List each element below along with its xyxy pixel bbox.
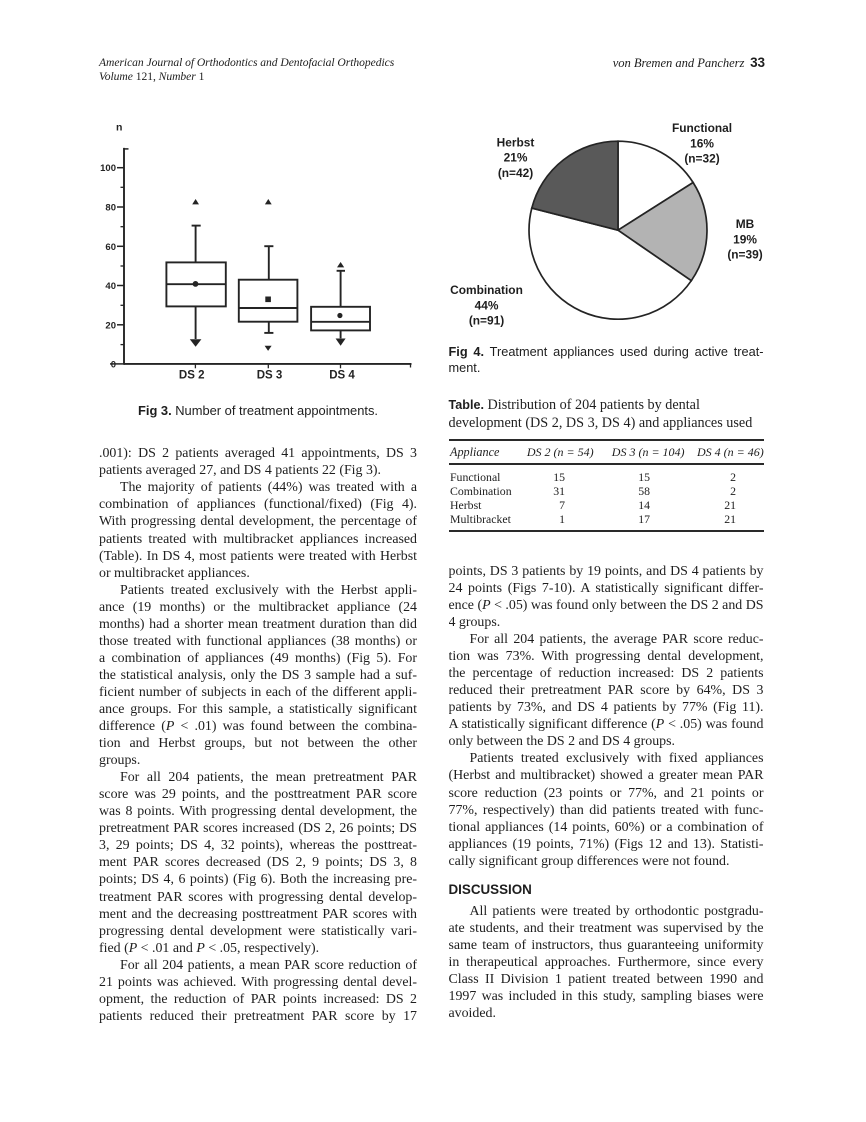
svg-text:DS 4: DS 4 [329,370,355,382]
svg-text:n: n [116,122,122,134]
svg-text:44%: 44% [475,298,499,312]
svg-text:DS 2: DS 2 [179,370,205,382]
svg-text:40: 40 [105,281,116,292]
svg-text:100: 100 [100,163,116,174]
svg-text:(n=91): (n=91) [469,314,504,328]
svg-text:80: 80 [105,203,116,214]
svg-text:DS 3: DS 3 [257,370,283,382]
svg-text:60: 60 [105,242,116,253]
svg-text:(n=39): (n=39) [727,248,762,262]
svg-text:Combination: Combination [450,283,523,297]
svg-text:19%: 19% [733,232,757,246]
svg-text:Herbst: Herbst [497,135,535,149]
svg-text:0: 0 [111,359,116,370]
svg-text:21%: 21% [504,151,528,165]
svg-text:(n=42): (n=42) [498,166,533,180]
svg-text:(n=32): (n=32) [684,152,719,166]
svg-text:MB: MB [736,217,755,231]
svg-text:Functional: Functional [672,121,732,135]
svg-text:20: 20 [105,320,116,331]
svg-text:16%: 16% [690,137,714,151]
